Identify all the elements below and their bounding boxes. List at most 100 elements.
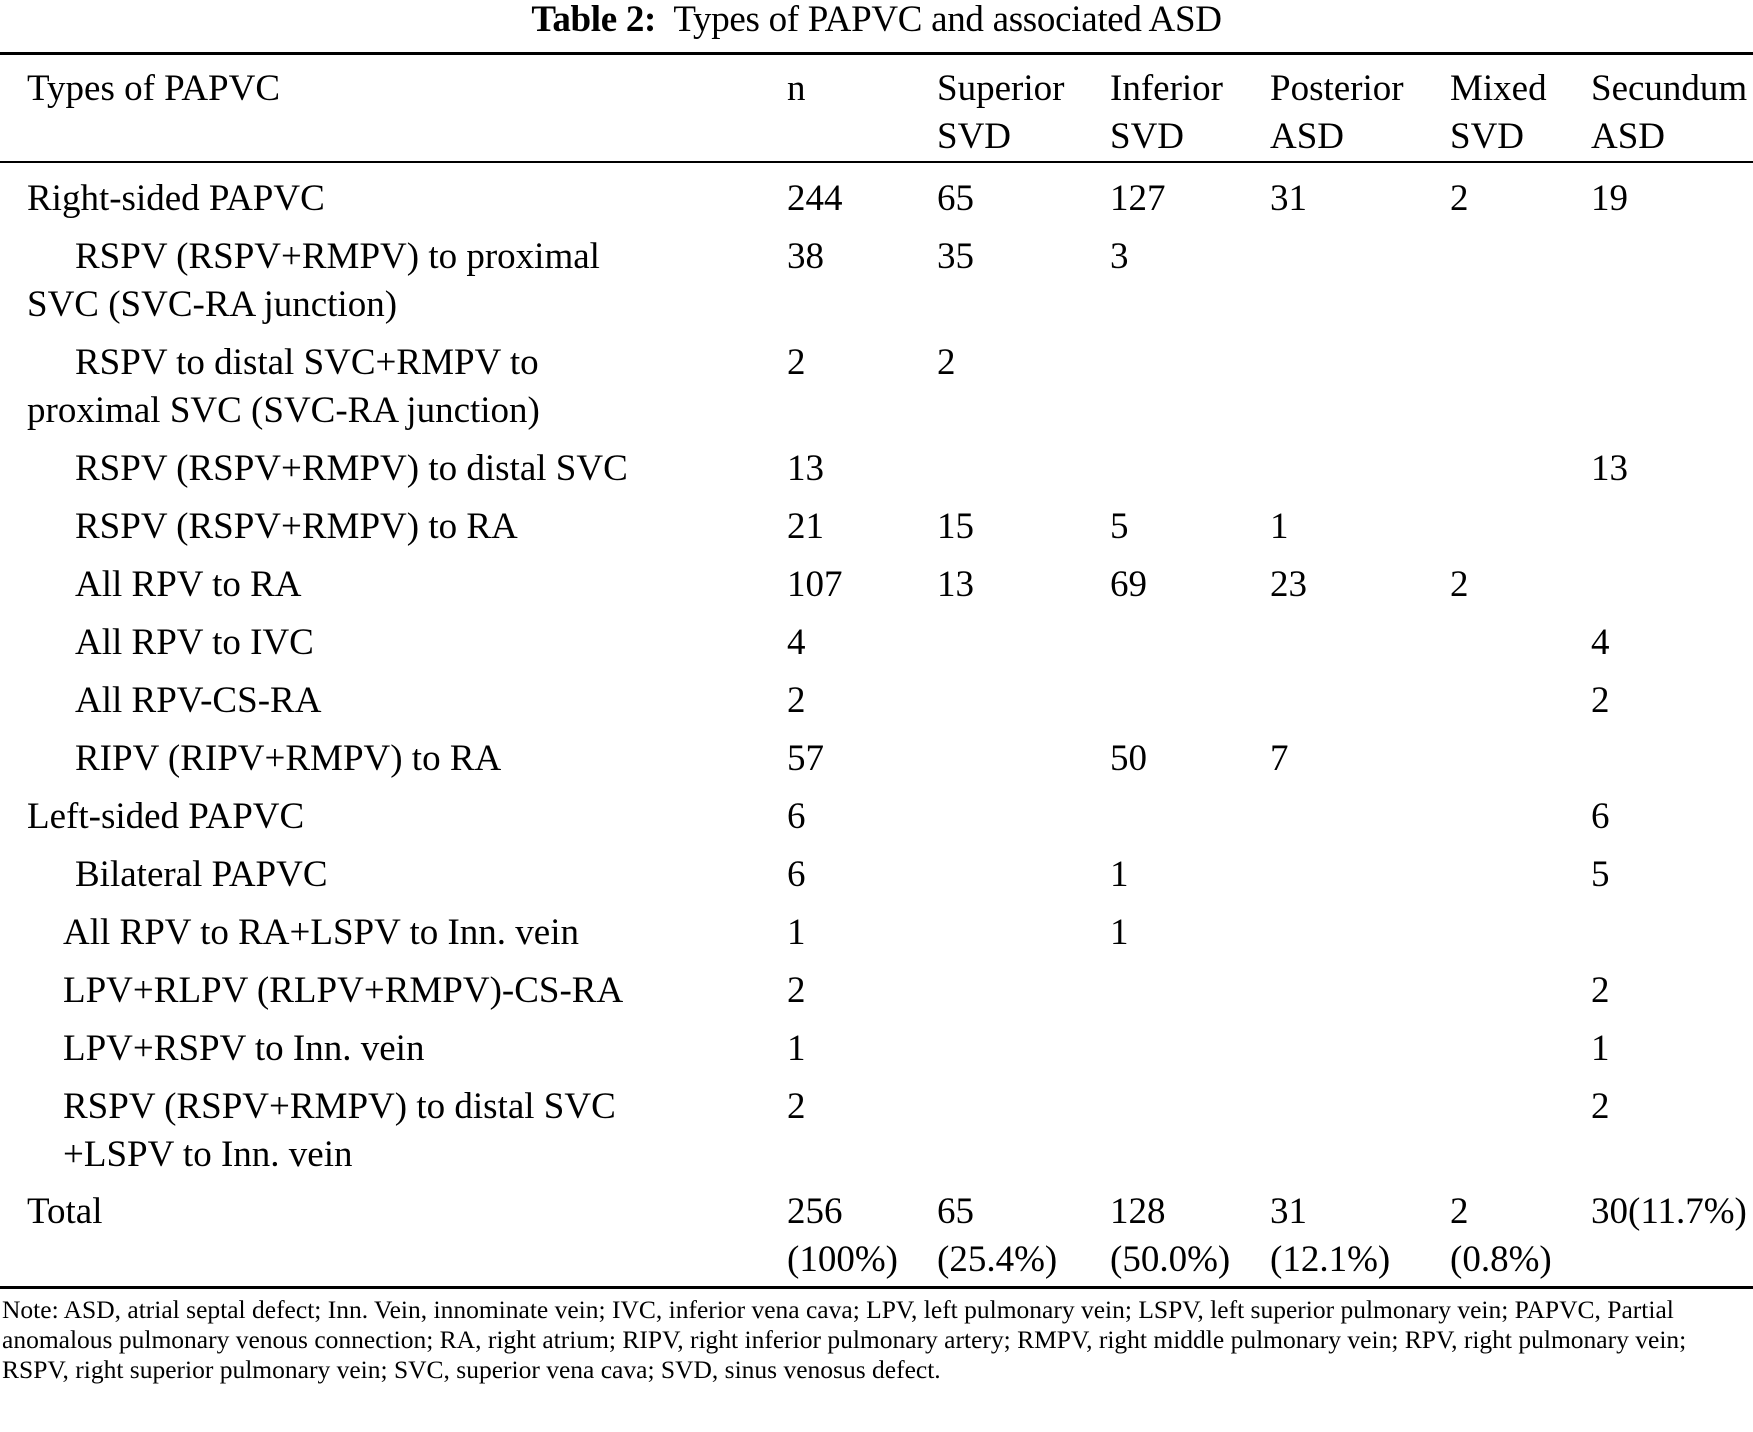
cell-inferior-svd — [1110, 788, 1270, 846]
header-mixed-svd: Mixed SVD — [1450, 68, 1547, 157]
cell-n: 2 — [787, 1086, 806, 1127]
cell-posterior-asd — [1270, 1020, 1450, 1078]
cell-mixed-svd — [1450, 672, 1591, 730]
cell-superior-svd — [937, 1020, 1110, 1078]
cell-n: 1 — [787, 1028, 806, 1069]
total-label: Total — [27, 1191, 103, 1232]
row-label: All RPV to RA — [75, 564, 302, 605]
table-row: Bilateral PAPVC 6 1 5 — [0, 846, 1753, 904]
cell-n: 2 — [787, 970, 806, 1011]
total-row: Total 256 (100%) 65 (25.4%) 128 (50.0%) 31(… — [0, 1184, 1753, 1288]
row-label: RSPV (RSPV+RMPV) to RA — [75, 506, 518, 547]
cell-superior-svd: 2 — [937, 342, 956, 383]
cell-superior-svd: 15 — [937, 506, 974, 547]
table-row: RSPV (RSPV+RMPV) to distal SVC 13 13 — [0, 440, 1753, 498]
cell-mixed-svd — [1450, 904, 1591, 962]
row-label: RSPV (RSPV+RMPV) to proximal SVC (SVC-RA … — [27, 236, 600, 325]
cell-n: 1 — [787, 912, 806, 953]
row-label: RSPV (RSPV+RMPV) to distal SVC — [75, 448, 628, 489]
row-label: RIPV (RIPV+RMPV) to RA — [75, 738, 502, 779]
cell-mixed-svd: 2 — [1450, 178, 1469, 219]
table-row: All RPV-CS-RA 2 2 — [0, 672, 1753, 730]
cell-inferior-svd — [1110, 614, 1270, 672]
cell-posterior-asd: 31 — [1270, 178, 1307, 219]
cell-inferior-svd — [1110, 1078, 1270, 1184]
header-row: Types of PAPVC n Superior SVD Inferior SVD… — [0, 55, 1753, 162]
cell-mixed-svd — [1450, 440, 1591, 498]
cell-secundum-asd: 2 — [1591, 680, 1610, 721]
cell-superior-svd: 13 — [937, 564, 974, 605]
cell-inferior-svd: 1 — [1110, 854, 1129, 895]
cell-posterior-asd — [1270, 440, 1450, 498]
cell-superior-svd: 35 — [937, 236, 974, 277]
cell-secundum-asd — [1591, 904, 1753, 962]
cell-n: 57 — [787, 738, 824, 779]
table-row: All RPV to RA+LSPV to Inn. vein 1 1 — [0, 904, 1753, 962]
total-mixed-svd: 2 (0.8%) — [1450, 1191, 1552, 1280]
cell-secundum-asd — [1591, 228, 1753, 334]
total-inferior-svd: 128 (50.0%) — [1110, 1191, 1231, 1280]
cell-posterior-asd — [1270, 672, 1450, 730]
cell-posterior-asd — [1270, 846, 1450, 904]
cell-mixed-svd — [1450, 1078, 1591, 1184]
table-row: LPV+RSPV to Inn. vein 1 1 — [0, 1020, 1753, 1078]
papvc-table: Types of PAPVC n Superior SVD Inferior SVD… — [0, 55, 1753, 1289]
row-label: LPV+RSPV to Inn. vein — [63, 1028, 425, 1069]
cell-superior-svd — [937, 962, 1110, 1020]
row-label: All RPV-CS-RA — [75, 680, 322, 721]
cell-superior-svd — [937, 614, 1110, 672]
header-posterior-asd: Posterior ASD — [1270, 68, 1404, 157]
cell-mixed-svd — [1450, 788, 1591, 846]
total-secundum-asd: 30(11.7%) — [1591, 1191, 1747, 1232]
cell-secundum-asd: 2 — [1591, 1086, 1610, 1127]
cell-superior-svd — [937, 846, 1110, 904]
cell-posterior-asd — [1270, 1078, 1450, 1184]
table-row: Right-sided PAPVC 244 65 127 31 2 19 — [0, 162, 1753, 228]
cell-n: 6 — [787, 854, 806, 895]
table-row: RSPV to distal SVC+RMPV to proximal SVC (… — [0, 334, 1753, 440]
cell-secundum-asd: 13 — [1591, 448, 1628, 489]
cell-mixed-svd — [1450, 1020, 1591, 1078]
cell-superior-svd — [937, 788, 1110, 846]
cell-inferior-svd: 69 — [1110, 564, 1147, 605]
table-row: RIPV (RIPV+RMPV) to RA 57 50 7 — [0, 730, 1753, 788]
cell-mixed-svd — [1450, 730, 1591, 788]
cell-inferior-svd: 1 — [1110, 912, 1129, 953]
cell-n: 244 — [787, 178, 843, 219]
row-label: LPV+RLPV (RLPV+RMPV)-CS-RA — [63, 970, 624, 1011]
cell-mixed-svd — [1450, 962, 1591, 1020]
cell-posterior-asd — [1270, 962, 1450, 1020]
cell-posterior-asd — [1270, 228, 1450, 334]
cell-secundum-asd: 4 — [1591, 622, 1610, 663]
header-types: Types of PAPVC — [27, 68, 281, 109]
cell-posterior-asd — [1270, 614, 1450, 672]
table-row: RSPV (RSPV+RMPV) to RA 21 15 5 1 — [0, 498, 1753, 556]
cell-n: 4 — [787, 622, 806, 663]
row-label: Left-sided PAPVC — [27, 796, 305, 837]
table-row: All RPV to IVC 4 4 — [0, 614, 1753, 672]
cell-secundum-asd: 5 — [1591, 854, 1610, 895]
table-footnote: Note: ASD, atrial septal defect; Inn. Ve… — [2, 1295, 1687, 1384]
cell-superior-svd — [937, 440, 1110, 498]
cell-inferior-svd: 127 — [1110, 178, 1166, 219]
cell-secundum-asd — [1591, 498, 1753, 556]
header-superior-svd: Superior SVD — [937, 68, 1065, 157]
cell-n: 2 — [787, 342, 806, 383]
cell-n: 21 — [787, 506, 824, 547]
table-row: RSPV (RSPV+RMPV) to distal SVC +LSPV to I… — [0, 1078, 1753, 1184]
cell-posterior-asd — [1270, 334, 1450, 440]
cell-secundum-asd: 6 — [1591, 796, 1610, 837]
cell-inferior-svd — [1110, 440, 1270, 498]
cell-mixed-svd — [1450, 228, 1591, 334]
cell-inferior-svd — [1110, 962, 1270, 1020]
cell-inferior-svd: 3 — [1110, 236, 1129, 277]
cell-n: 13 — [787, 448, 824, 489]
total-posterior-asd: 31 (12.1%) — [1270, 1191, 1391, 1280]
header-secundum-asd: Secundum ASD — [1591, 68, 1748, 157]
table-row: RSPV (RSPV+RMPV) to proximal SVC (SVC-RA … — [0, 228, 1753, 334]
row-label: RSPV to distal SVC+RMPV to proximal SVC (… — [27, 342, 540, 431]
table-row: Left-sided PAPVC 6 6 — [0, 788, 1753, 846]
table-caption-label: Table 2: — [531, 0, 657, 40]
cell-n: 2 — [787, 680, 806, 721]
header-n: n — [787, 68, 806, 109]
